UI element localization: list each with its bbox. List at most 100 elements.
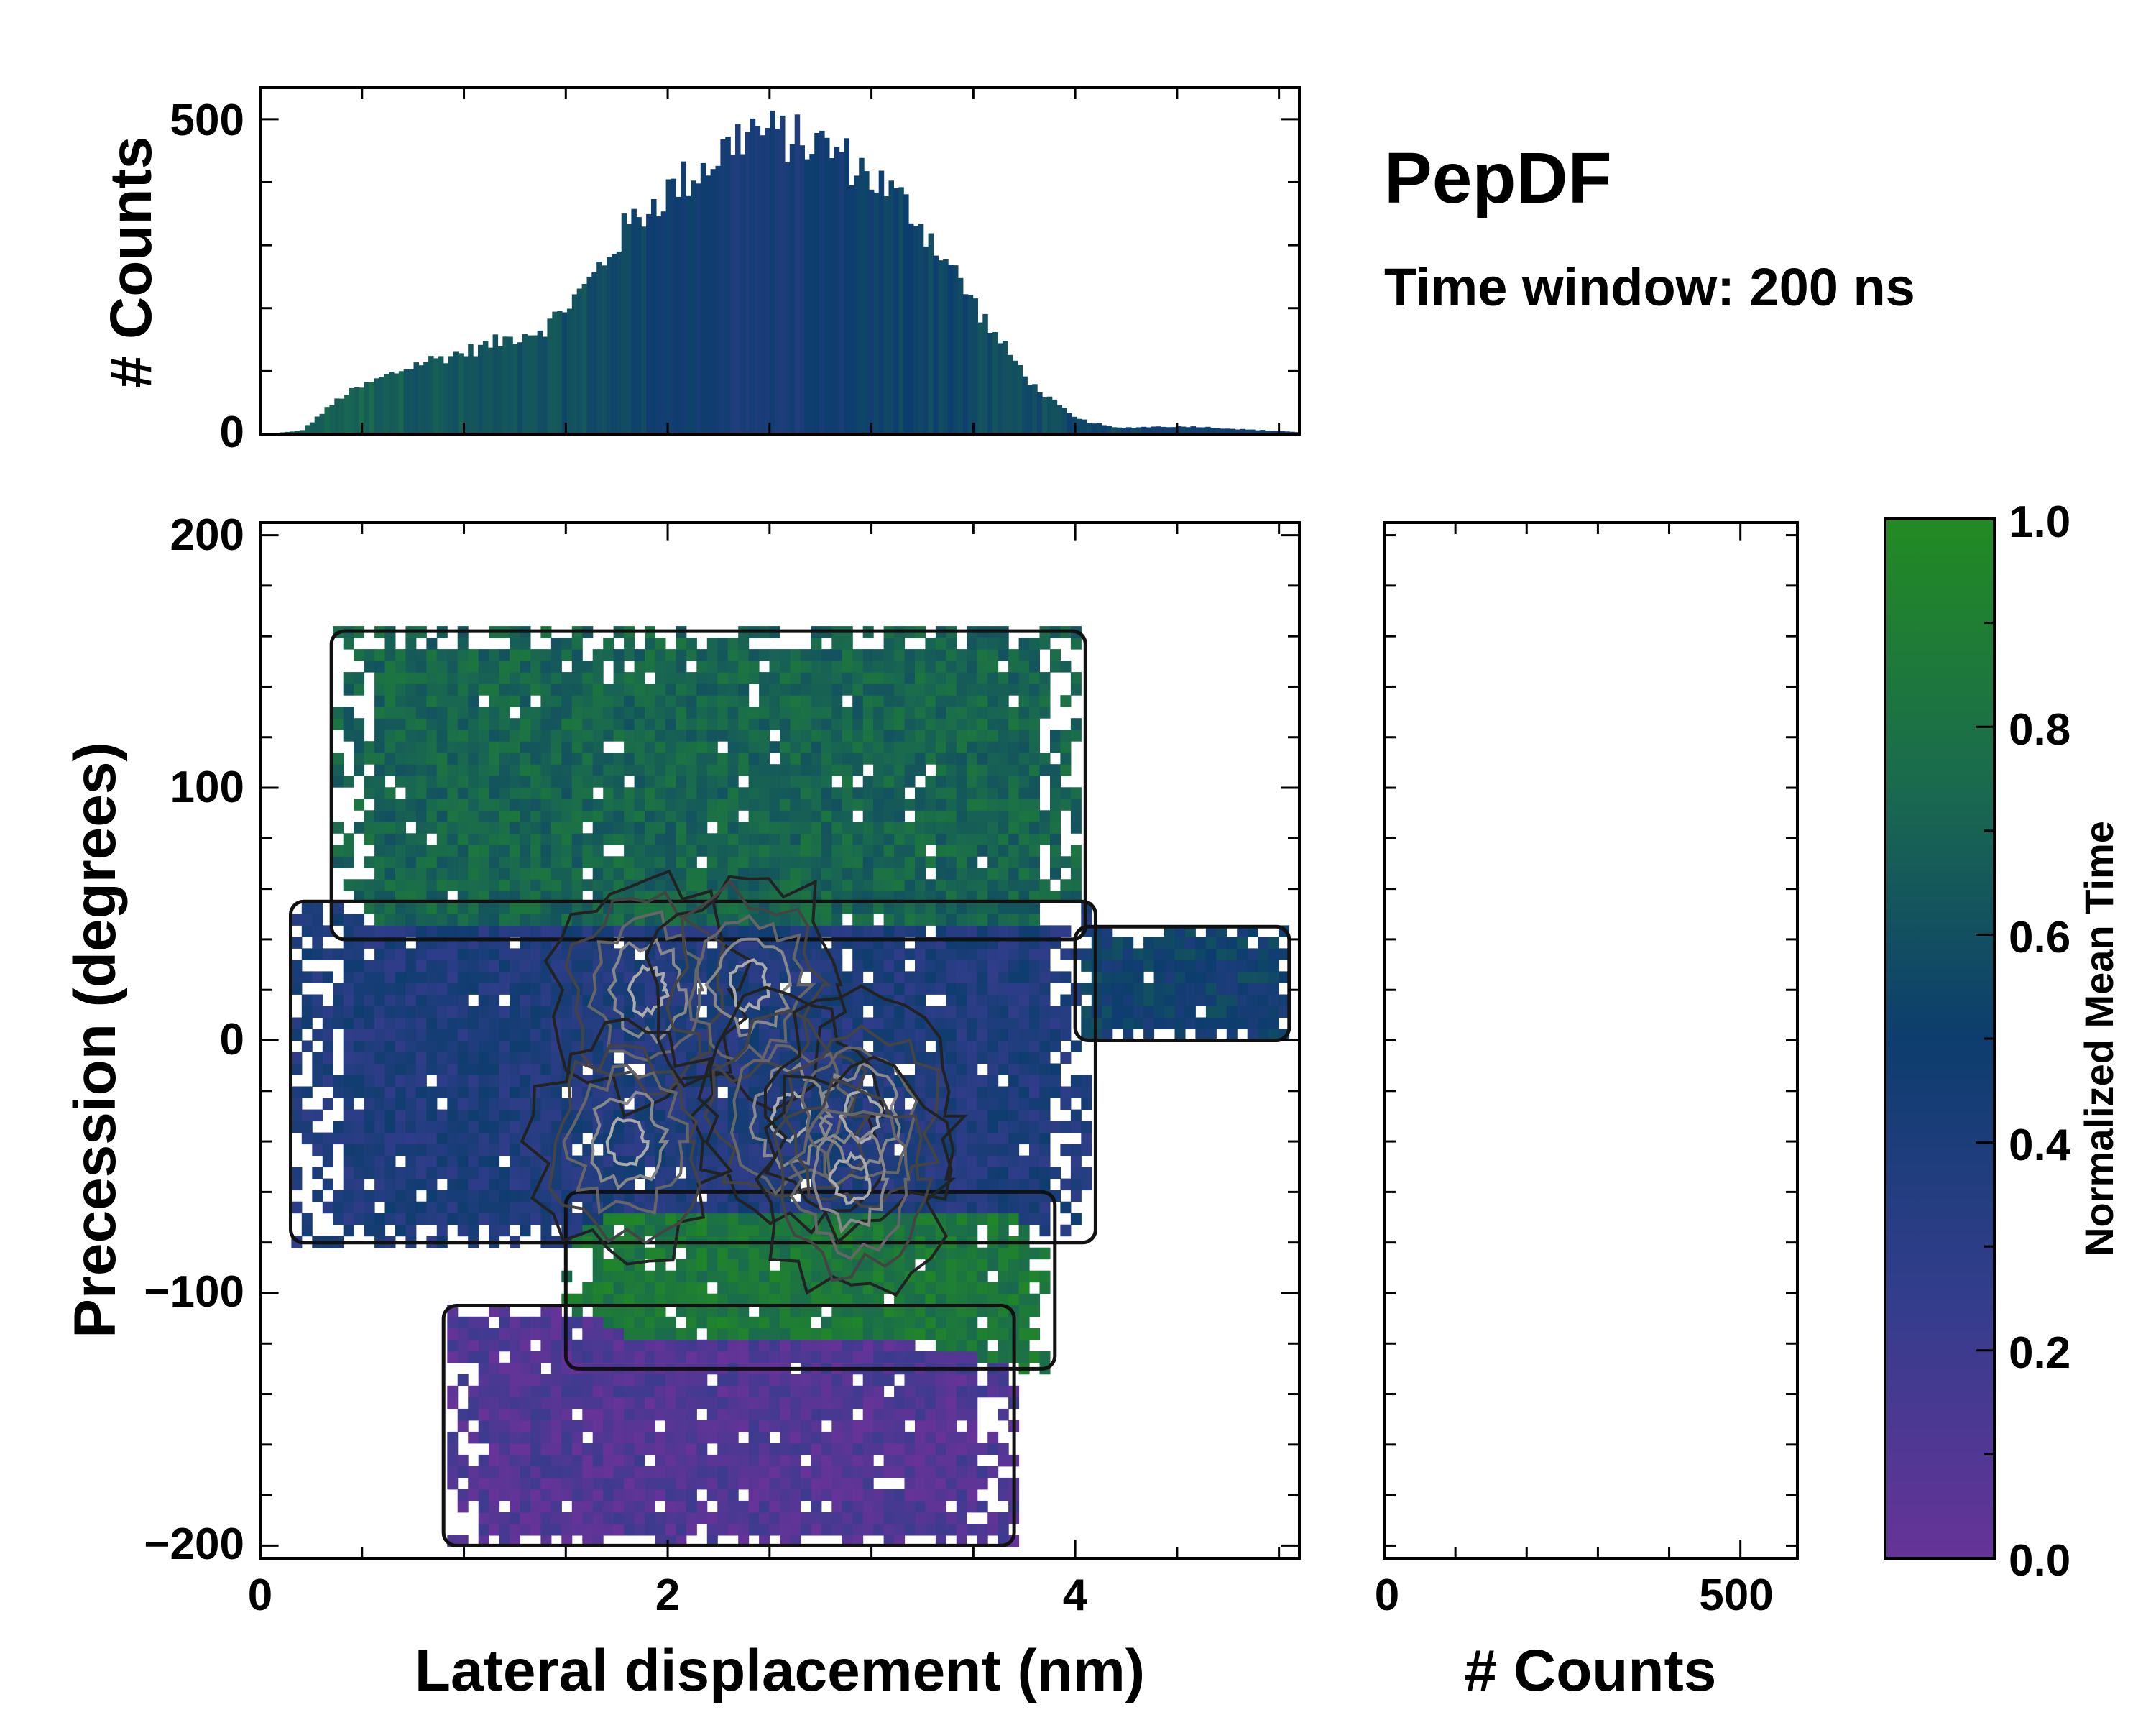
heatmap-cell <box>831 1500 843 1513</box>
heatmap-cell <box>811 672 822 684</box>
heatmap-cell <box>1029 1063 1040 1075</box>
top-histogram-bar <box>364 382 370 434</box>
heatmap-cell <box>727 1328 739 1340</box>
heatmap-cell <box>706 1477 718 1490</box>
heatmap-cell <box>634 741 645 753</box>
heatmap-cell <box>831 672 843 684</box>
heatmap-cell <box>862 1420 874 1432</box>
heatmap-cell <box>354 741 365 753</box>
heatmap-cell <box>1008 741 1020 753</box>
heatmap-cell <box>354 960 365 972</box>
heatmap-cell <box>935 1201 946 1214</box>
heatmap-cell <box>946 741 957 753</box>
heatmap-cell <box>904 776 916 788</box>
heatmap-cell <box>915 902 926 914</box>
heatmap-cell <box>706 1385 718 1398</box>
heatmap-cell <box>343 1017 354 1029</box>
heatmap-cell <box>748 868 760 880</box>
heatmap-cell <box>510 994 520 1006</box>
heatmap-cell <box>447 1178 459 1191</box>
heatmap-cell <box>364 822 375 834</box>
heatmap-cell <box>333 753 344 765</box>
heatmap-cell <box>291 971 303 983</box>
heatmap-cell <box>800 1224 811 1237</box>
heatmap-cell <box>665 1213 676 1225</box>
heatmap-cell <box>883 1316 895 1329</box>
heatmap-cell <box>510 1362 520 1375</box>
heatmap-cell <box>738 707 750 719</box>
heatmap-cell <box>561 741 573 753</box>
heatmap-cell <box>499 1408 510 1421</box>
heatmap-cell <box>333 1213 344 1225</box>
heatmap-cell <box>405 1029 417 1041</box>
heatmap-cell <box>322 1201 333 1214</box>
heatmap-cell <box>790 1431 801 1444</box>
heatmap-cell <box>1008 833 1020 845</box>
heatmap-cell <box>925 1167 936 1179</box>
heatmap-cell <box>374 1167 386 1179</box>
heatmap-cell <box>520 707 531 719</box>
heatmap-cell <box>665 730 676 742</box>
heatmap-cell <box>478 1190 489 1202</box>
heatmap-cell <box>457 1489 469 1501</box>
heatmap-cell <box>717 1121 729 1133</box>
heatmap-cell <box>603 960 614 972</box>
heatmap-cell <box>405 948 417 960</box>
heatmap-cell <box>1018 1063 1030 1075</box>
heatmap-cell <box>706 638 718 650</box>
heatmap-cell <box>935 649 946 661</box>
heatmap-cell <box>946 994 957 1006</box>
heatmap-cell <box>946 753 957 765</box>
heatmap-cell <box>894 1524 906 1536</box>
heatmap-cell <box>894 1270 906 1283</box>
heatmap-cell <box>831 707 843 719</box>
heatmap-cell <box>426 1167 438 1179</box>
heatmap-cell <box>530 1098 541 1110</box>
heatmap-cell <box>364 661 375 673</box>
top-histogram-bar <box>1200 427 1206 434</box>
heatmap-cell <box>540 1305 552 1317</box>
heatmap-cell <box>561 822 573 834</box>
heatmap-cell <box>510 1017 520 1029</box>
heatmap-cell <box>613 1132 625 1145</box>
heatmap-cell <box>374 960 386 972</box>
heatmap-cell <box>540 1224 552 1237</box>
heatmap-cell <box>550 1351 562 1363</box>
heatmap-cell <box>748 1293 760 1306</box>
heatmap-cell <box>862 707 874 719</box>
heatmap-cell <box>811 845 822 857</box>
heatmap-cell <box>748 833 760 845</box>
heatmap-cell <box>987 948 999 960</box>
heatmap-cell <box>862 914 874 926</box>
heatmap-cell <box>613 1339 625 1352</box>
heatmap-cell <box>738 1305 750 1317</box>
heatmap-cell <box>665 1443 676 1455</box>
heatmap-cell <box>956 753 967 765</box>
heatmap-cell <box>873 661 885 673</box>
heatmap-cell <box>489 1006 500 1018</box>
top-histogram-bar <box>740 154 746 434</box>
heatmap-cell <box>811 1489 822 1501</box>
heatmap-cell <box>738 764 750 776</box>
heatmap-cell <box>478 799 489 811</box>
heatmap-cell <box>550 1489 562 1501</box>
heatmap-cell <box>364 1167 375 1179</box>
heatmap-cell <box>571 1443 583 1455</box>
heatmap-cell <box>883 983 895 995</box>
heatmap-cell <box>343 1213 354 1225</box>
heatmap-cell <box>769 1293 780 1306</box>
top-histogram-bar <box>913 226 919 434</box>
heatmap-cell <box>426 994 438 1006</box>
heatmap-cell <box>998 1144 1009 1156</box>
heatmap-cell <box>925 810 936 822</box>
heatmap-cell <box>540 925 552 937</box>
heatmap-cell <box>967 1489 978 1501</box>
heatmap-cell <box>613 1282 625 1294</box>
heatmap-cell <box>925 833 936 845</box>
heatmap-cell <box>1029 868 1040 880</box>
heatmap-cell <box>468 868 479 880</box>
heatmap-cell <box>530 902 541 914</box>
heatmap-cell <box>457 707 469 719</box>
heatmap-cell <box>634 1282 645 1294</box>
heatmap-cell <box>706 684 718 696</box>
